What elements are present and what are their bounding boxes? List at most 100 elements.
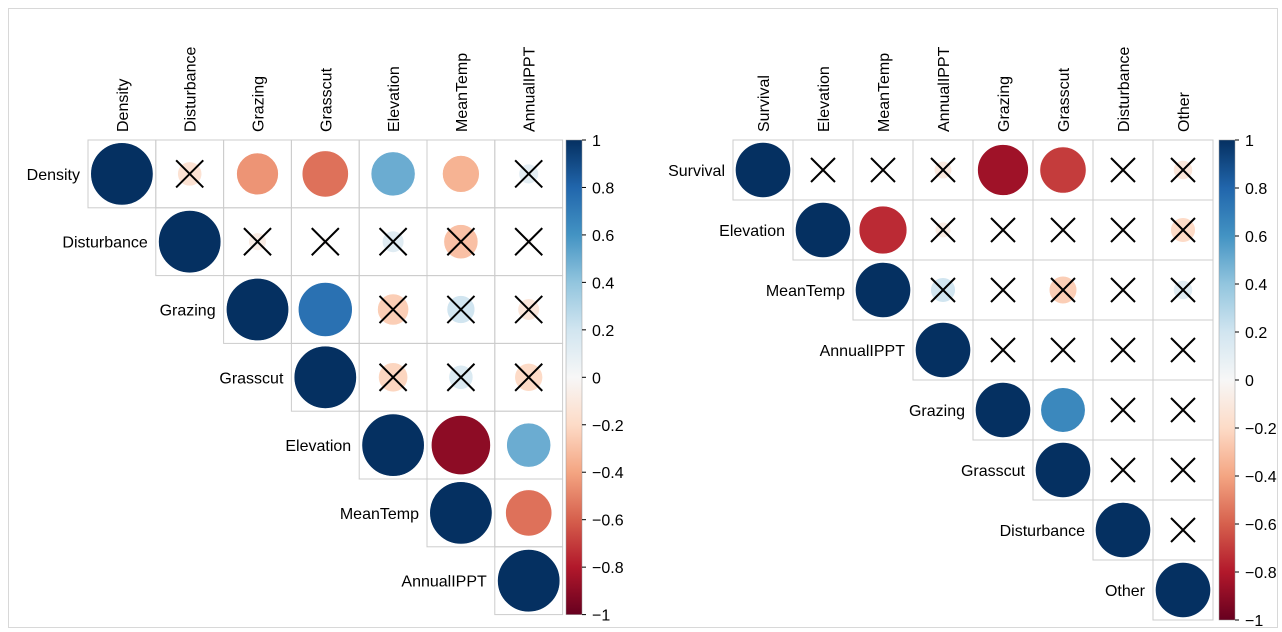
not-significant-cross-mark bbox=[1110, 157, 1136, 183]
correlation-circle-Disturbance-Disturbance bbox=[1095, 502, 1151, 558]
colorbar-tick-label: 0.2 bbox=[1245, 325, 1267, 342]
row-label: Disturbance bbox=[1000, 523, 1085, 540]
not-significant-cross-mark bbox=[446, 295, 476, 324]
colorbar-tick-label: 0.8 bbox=[592, 180, 614, 197]
row-label: Density bbox=[27, 167, 80, 184]
column-label: Grazing bbox=[996, 76, 1013, 132]
column-label: Disturbance bbox=[183, 47, 200, 132]
column-label: Survival bbox=[756, 75, 773, 132]
correlation-circle-Grazing-Grazing bbox=[226, 278, 289, 341]
not-significant-cross-mark bbox=[514, 295, 543, 324]
column-label: Elevation bbox=[816, 66, 833, 132]
correlation-circle-Grazing-Grazing bbox=[975, 382, 1031, 438]
not-significant-cross-mark bbox=[514, 227, 543, 256]
grid-cell bbox=[494, 546, 564, 616]
column-label: Elevation bbox=[386, 66, 403, 132]
row-label: AnnualIPPT bbox=[820, 343, 906, 360]
colorbar-tick-label: −0.6 bbox=[1245, 517, 1277, 534]
row-label: MeanTemp bbox=[340, 506, 419, 523]
correlation-circle-Disturbance-Disturbance bbox=[158, 210, 222, 274]
not-significant-cross-mark bbox=[1170, 217, 1196, 243]
correlation-circle-AnnualIPPT-AnnualIPPT bbox=[915, 322, 971, 378]
column-label: Grasscut bbox=[1056, 67, 1073, 132]
colorbar-tick-label: −1 bbox=[592, 608, 610, 625]
corrplot-panel-2: Survival Elevation MeanTemp AnnualIPPT Grazi… bbox=[668, 46, 1277, 630]
correlation-circle-Survival-Survival bbox=[735, 142, 791, 198]
not-significant-cross-mark bbox=[1170, 517, 1196, 543]
correlation-circle-Density-Elevation bbox=[370, 151, 416, 197]
correlation-circle-Density-MeanTemp bbox=[442, 155, 480, 193]
correlation-circle-Density-Density bbox=[90, 142, 154, 206]
not-significant-cross-mark bbox=[990, 217, 1016, 243]
not-significant-cross-mark bbox=[990, 277, 1016, 303]
not-significant-cross-mark bbox=[378, 295, 408, 324]
correlation-circle-AnnualIPPT-AnnualIPPT bbox=[497, 549, 561, 613]
correlation-circle-Density-Grasscut bbox=[301, 150, 349, 198]
not-significant-cross-mark bbox=[1110, 277, 1136, 303]
correlation-circle-Survival-Grasscut bbox=[1039, 146, 1087, 194]
not-significant-cross-mark bbox=[378, 363, 408, 392]
not-significant-cross-mark bbox=[175, 159, 204, 189]
correlation-circle-Elevation-Elevation bbox=[361, 413, 425, 477]
not-significant-cross-mark bbox=[446, 363, 476, 392]
colorbar-tick-label: −0.4 bbox=[1245, 469, 1277, 486]
not-significant-cross-mark bbox=[1110, 337, 1136, 363]
column-label: Other bbox=[1176, 91, 1193, 132]
row-label: Other bbox=[1105, 583, 1146, 600]
not-significant-cross-mark bbox=[870, 157, 896, 183]
correlation-circle-Elevation-Elevation bbox=[795, 202, 851, 258]
row-label: Disturbance bbox=[62, 235, 147, 252]
row-label: Grasscut bbox=[219, 370, 284, 387]
colorbar bbox=[1218, 139, 1236, 621]
colorbar-tick-label: 0.6 bbox=[1245, 229, 1267, 246]
grid-cell bbox=[1152, 559, 1214, 621]
correlation-circle-Elevation-MeanTemp bbox=[858, 205, 908, 255]
correlation-circle-Other-Other bbox=[1155, 562, 1211, 618]
row-label: MeanTemp bbox=[766, 283, 845, 300]
row-label: Grazing bbox=[160, 303, 216, 320]
not-significant-cross-mark bbox=[1170, 157, 1196, 183]
colorbar-tick-label: 0.6 bbox=[592, 228, 614, 245]
colorbar-tick-label: −0.2 bbox=[1245, 421, 1277, 438]
row-label: Grazing bbox=[909, 403, 965, 420]
not-significant-cross-mark bbox=[930, 277, 956, 303]
correlation-circle-Elevation-MeanTemp bbox=[431, 415, 491, 475]
column-label: AnnualIPPT bbox=[936, 46, 953, 132]
colorbar-tick-label: 1 bbox=[1245, 133, 1254, 150]
correlation-circle-Grazing-Grasscut bbox=[1040, 387, 1086, 433]
correlation-circle-MeanTemp-AnnualIPPT bbox=[505, 489, 553, 537]
column-label: Disturbance bbox=[1116, 47, 1133, 132]
not-significant-cross-mark bbox=[446, 227, 476, 256]
row-label: Grasscut bbox=[961, 463, 1026, 480]
not-significant-cross-mark bbox=[1050, 277, 1076, 303]
not-significant-cross-mark bbox=[1110, 397, 1136, 423]
not-significant-cross-mark bbox=[1170, 337, 1196, 363]
not-significant-cross-mark bbox=[1050, 337, 1076, 363]
correlation-circle-Elevation-AnnualIPPT bbox=[506, 422, 552, 468]
row-label: AnnualIPPT bbox=[401, 574, 487, 591]
not-significant-cross-mark bbox=[930, 217, 956, 243]
corrplot-panel-1: Density Disturbance Grazing Grasscut Elevati… bbox=[27, 46, 624, 624]
not-significant-cross-mark bbox=[930, 157, 956, 183]
colorbar-tick-label: 0.4 bbox=[1245, 277, 1267, 294]
not-significant-cross-mark bbox=[311, 227, 340, 256]
colorbar-tick-label: 0 bbox=[592, 370, 601, 387]
correlation-circle-Grazing-Grasscut bbox=[297, 282, 353, 337]
row-label: Elevation bbox=[285, 438, 351, 455]
column-label: Density bbox=[115, 79, 132, 132]
colorbar-tick-label: −0.6 bbox=[592, 513, 624, 530]
colorbar-tick-label: −0.4 bbox=[592, 465, 624, 482]
colorbar-tick-label: 0.2 bbox=[592, 323, 614, 340]
column-label: Grazing bbox=[251, 76, 268, 132]
colorbar-tick-label: −0.8 bbox=[592, 560, 624, 577]
figure-frame bbox=[8, 8, 1278, 628]
correlation-circle-Survival-Grazing bbox=[977, 144, 1029, 196]
colorbar-tick-label: −0.8 bbox=[1245, 565, 1277, 582]
colorbar-tick-label: 0 bbox=[1245, 373, 1254, 390]
column-label: AnnualIPPT bbox=[522, 46, 539, 132]
not-significant-cross-mark bbox=[514, 363, 543, 392]
colorbar-tick-label: 0.4 bbox=[592, 275, 614, 292]
correlation-circle-Grasscut-Grasscut bbox=[1035, 442, 1091, 498]
